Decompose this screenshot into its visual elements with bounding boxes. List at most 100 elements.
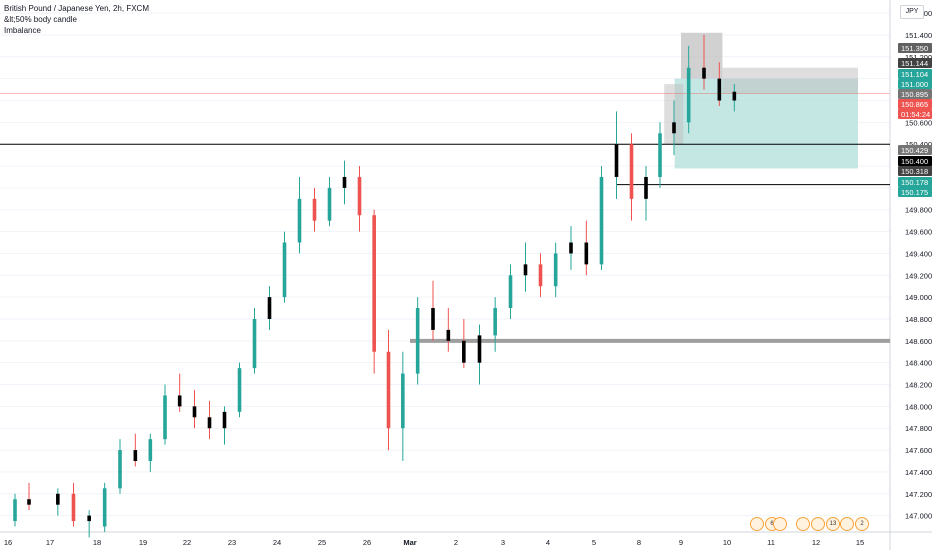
y-tick-label: 147.200 bbox=[905, 490, 932, 499]
price-tag bbox=[898, 156, 932, 166]
candle-body[interactable] bbox=[644, 176, 648, 199]
price-tag-label: 151.144 bbox=[901, 59, 928, 68]
candle-body[interactable] bbox=[523, 264, 528, 276]
candle-body[interactable] bbox=[372, 215, 376, 352]
x-tick-label: 25 bbox=[318, 538, 326, 547]
candle-body[interactable] bbox=[553, 253, 558, 287]
y-tick-label: 150.400 bbox=[905, 140, 932, 149]
event-group-3[interactable]: 13 bbox=[796, 517, 840, 531]
price-tag bbox=[898, 69, 932, 79]
candle-body[interactable] bbox=[118, 450, 122, 489]
candle-body[interactable] bbox=[237, 368, 242, 412]
x-tick-label: 17 bbox=[46, 538, 54, 547]
event-icon[interactable] bbox=[796, 517, 810, 531]
candle-body[interactable] bbox=[401, 373, 405, 429]
indicator-imbalance[interactable]: Imbalance bbox=[4, 26, 41, 35]
candle-body[interactable] bbox=[614, 144, 619, 177]
candle-body[interactable] bbox=[493, 308, 497, 336]
candle-body[interactable] bbox=[702, 67, 706, 79]
x-tick-label: 16 bbox=[4, 538, 12, 547]
candle-body[interactable] bbox=[133, 450, 138, 461]
candle-body[interactable] bbox=[658, 133, 662, 177]
candle-body[interactable] bbox=[148, 439, 153, 461]
candle-body[interactable] bbox=[342, 176, 347, 188]
price-tag-label: 150.400 bbox=[901, 157, 928, 166]
candle-body[interactable] bbox=[177, 395, 182, 407]
candle-body[interactable] bbox=[717, 78, 722, 101]
price-tag bbox=[898, 177, 932, 187]
event-group-2[interactable] bbox=[773, 517, 787, 531]
candle-body[interactable] bbox=[71, 493, 76, 522]
x-tick-label: 23 bbox=[228, 538, 236, 547]
candle-body[interactable] bbox=[252, 318, 257, 369]
event-icon[interactable] bbox=[750, 517, 764, 531]
x-tick-label: 4 bbox=[546, 538, 550, 547]
candle-body[interactable] bbox=[538, 264, 543, 287]
economic-events-row: 6 13 2 bbox=[0, 512, 890, 532]
y-tick-label: 148.400 bbox=[905, 359, 932, 368]
event-count-icon[interactable]: 13 bbox=[826, 517, 840, 531]
candle-body[interactable] bbox=[599, 176, 604, 265]
candle-body[interactable] bbox=[192, 406, 197, 418]
candle-body[interactable] bbox=[732, 91, 737, 101]
candle-body[interactable] bbox=[102, 488, 107, 527]
candle-body[interactable] bbox=[207, 417, 212, 429]
y-tick-label: 147.400 bbox=[905, 468, 932, 477]
y-tick-label: 147.000 bbox=[905, 512, 932, 521]
candle-body[interactable] bbox=[282, 242, 287, 298]
flag-uk-icon[interactable] bbox=[811, 517, 825, 531]
price-tag-label: 150.895 bbox=[901, 90, 928, 99]
flag-uk-icon[interactable] bbox=[773, 517, 787, 531]
x-tick-label: Mar bbox=[403, 538, 416, 547]
price-tag bbox=[898, 43, 932, 53]
event-icon[interactable] bbox=[840, 517, 854, 531]
price-tag-label: 150.178 bbox=[901, 178, 928, 187]
candle-body[interactable] bbox=[163, 395, 167, 440]
candle-body[interactable] bbox=[297, 198, 302, 243]
event-group-4[interactable]: 2 bbox=[840, 517, 869, 531]
candle-body[interactable] bbox=[508, 275, 513, 309]
candle-body[interactable] bbox=[462, 340, 466, 363]
x-tick-label: 26 bbox=[363, 538, 371, 547]
candle-body[interactable] bbox=[327, 187, 332, 221]
candle-body[interactable] bbox=[584, 242, 589, 265]
y-tick-label: 149.000 bbox=[905, 293, 932, 302]
x-tick-label: 15 bbox=[856, 538, 864, 547]
event-count-icon[interactable]: 2 bbox=[855, 517, 869, 531]
y-tick-label: 151.200 bbox=[905, 53, 932, 62]
currency-selector-button[interactable]: JPY bbox=[900, 5, 924, 19]
candle-body[interactable] bbox=[446, 329, 451, 341]
candle-body[interactable] bbox=[87, 515, 91, 522]
chart-legend: British Pound / Japanese Yen, 2h, FXCM &… bbox=[4, 3, 149, 36]
candle-body[interactable] bbox=[222, 411, 227, 429]
candle-body[interactable] bbox=[267, 297, 272, 319]
candle-body[interactable] bbox=[56, 493, 60, 505]
candle-body[interactable] bbox=[357, 176, 362, 216]
candle-body[interactable] bbox=[672, 122, 676, 134]
x-tick-label: 9 bbox=[679, 538, 683, 547]
y-tick-label: 148.600 bbox=[905, 337, 932, 346]
candle-body[interactable] bbox=[13, 499, 17, 522]
price-tag-label: 01:54:24 bbox=[901, 110, 930, 119]
y-tick-label: 148.000 bbox=[905, 402, 932, 411]
candle-body[interactable] bbox=[569, 242, 573, 254]
candle-body[interactable] bbox=[386, 351, 391, 429]
price-tag bbox=[898, 187, 932, 197]
candle-body[interactable] bbox=[629, 144, 634, 199]
y-tick-label: 149.600 bbox=[905, 228, 932, 237]
candle-body[interactable] bbox=[312, 198, 317, 221]
price-tag bbox=[898, 58, 932, 68]
candle-body[interactable] bbox=[415, 308, 420, 374]
x-tick-label: 11 bbox=[767, 538, 775, 547]
candle-body[interactable] bbox=[27, 499, 31, 505]
indicator-body-candle[interactable]: &lt;50% body candle bbox=[4, 15, 77, 24]
x-tick-label: 24 bbox=[273, 538, 281, 547]
x-tick-label: 19 bbox=[139, 538, 147, 547]
imbalance-zone bbox=[722, 67, 858, 94]
x-tick-label: 22 bbox=[183, 538, 191, 547]
candle-body[interactable] bbox=[431, 308, 435, 330]
candle-body[interactable] bbox=[686, 67, 691, 123]
candle-body[interactable] bbox=[477, 335, 482, 363]
